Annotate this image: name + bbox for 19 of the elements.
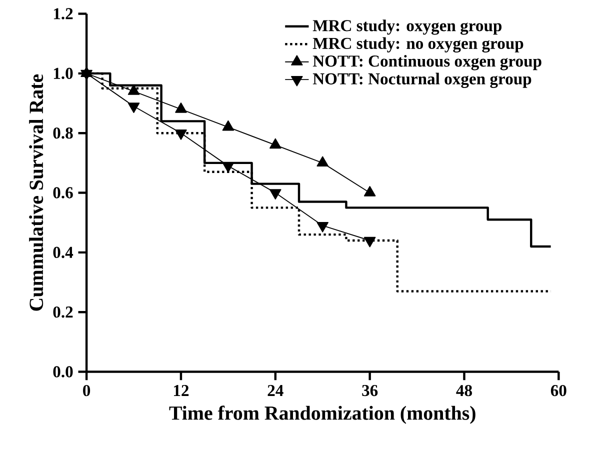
y-tick-label: 0.6 — [53, 187, 73, 199]
x-tick-label: 24 — [268, 385, 284, 396]
y-tick-label: 0.8 — [53, 128, 73, 139]
y-tick-label: 1.0 — [54, 68, 73, 80]
x-tick-label: 0 — [83, 385, 90, 396]
x-tick-label: 60 — [550, 385, 566, 396]
x-tick-label: 36 — [362, 385, 378, 396]
legend-label: MRC study: no oxygen group — [312, 38, 524, 53]
x-tick-label: 12 — [174, 385, 189, 396]
legend-label: NOTT: Continuous oxgen group — [312, 55, 542, 70]
y-axis-title: Cummulative Survival Rate — [29, 74, 44, 311]
y-tick-label: 0.0 — [53, 366, 73, 378]
y-tick-label: 0.2 — [53, 306, 73, 318]
y-tick-label: 0.4 — [53, 247, 74, 258]
x-axis-title: Time from Randomization (months) — [169, 406, 476, 424]
x-tick-label: 48 — [456, 385, 472, 396]
y-tick-label: 1.2 — [54, 8, 73, 20]
legend-label: NOTT: Nocturnal oxgen group — [312, 73, 532, 88]
legend-label: MRC study: oxygen group — [312, 20, 502, 35]
